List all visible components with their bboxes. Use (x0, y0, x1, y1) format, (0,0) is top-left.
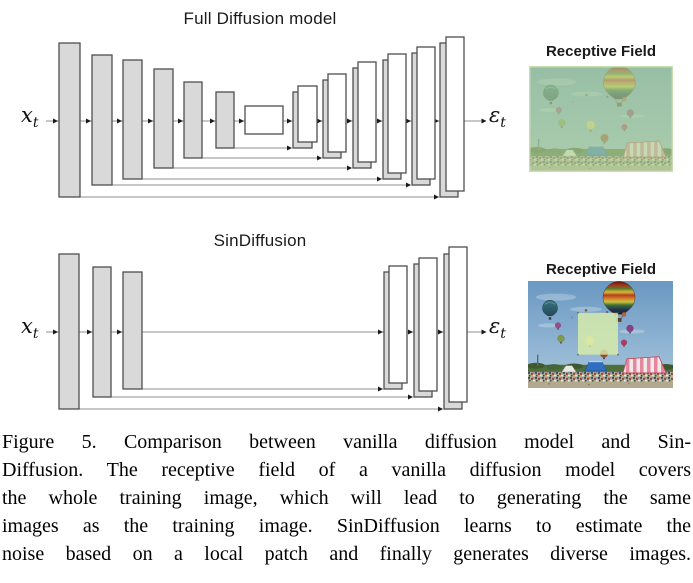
caption-line: the whole training image, which will lea… (2, 487, 691, 509)
sindiffusion-architecture-diagram (46, 246, 487, 412)
decoder-bars (383, 246, 468, 410)
decoder-bars (292, 36, 465, 198)
bottleneck-block (244, 105, 284, 135)
sindiffusion-title: SinDiffusion (213, 231, 307, 250)
figure-caption: Figure 5. Comparison between vanilla dif… (2, 428, 691, 568)
caption-line: noise based on a local patch and finally… (2, 543, 691, 565)
output-label-et-top: εt (489, 103, 506, 132)
encoder-bars (58, 42, 235, 198)
output-label-et-bottom: εt (489, 314, 506, 343)
caption-line: images as the training image. SinDiffusi… (2, 515, 691, 537)
input-label-xt-top: xt (21, 103, 39, 132)
receptive-field-image-local (528, 281, 673, 388)
full-diffusion-architecture-diagram (46, 36, 487, 200)
receptive-field-label-bottom: Receptive Field (545, 261, 657, 278)
receptive-field-patch (577, 311, 619, 356)
encoder-bars (58, 253, 143, 410)
caption-line: Diffusion. The receptive field of a vani… (2, 459, 691, 481)
caption-line: Figure 5. Comparison between vanilla dif… (2, 431, 691, 453)
receptive-field-label-top: Receptive Field (545, 43, 657, 60)
receptive-field-image-global (529, 66, 673, 172)
receptive-field-overlay-full (529, 66, 673, 172)
full-diffusion-title: Full Diffusion model (183, 9, 337, 28)
skip-connections (59, 386, 443, 412)
input-label-xt-bottom: xt (21, 314, 39, 343)
skip-connections (59, 145, 439, 200)
